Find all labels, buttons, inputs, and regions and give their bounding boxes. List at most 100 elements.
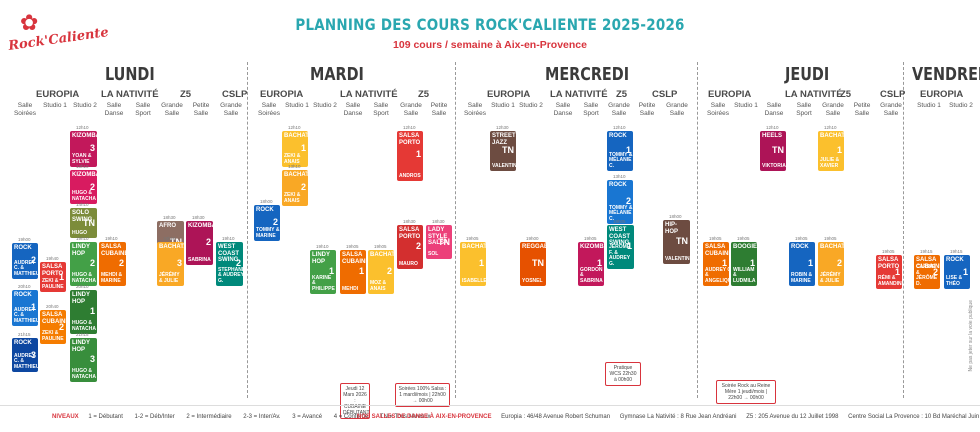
course-teacher: AUDREY C. & MATTHIEU [14, 352, 38, 370]
course-card[interactable]: BACHATA 1 ISABELLE [460, 242, 486, 286]
course-level: 2 [836, 257, 842, 268]
room-label: Studio 2 [73, 102, 97, 109]
course-name: WEST COAST SWING [609, 227, 630, 246]
room-label: Petite Salle [430, 102, 448, 117]
venue-cslp: CSLP [222, 89, 248, 100]
course-time: 18h00 [260, 199, 273, 204]
course-time: 19h15 [950, 249, 963, 254]
course-card[interactable]: STREET JAZZ TN VALENTIN [490, 131, 516, 171]
course-level: 2 [89, 181, 95, 192]
course-card[interactable]: BACHATA 2 MOZ & ANAIS [368, 250, 394, 294]
course-card[interactable]: ROCK 2 AUDREY C. & MATTHIEU [12, 243, 38, 279]
course-card[interactable]: SALSA PORTO 2 MAURO [397, 225, 423, 269]
venue-nativite: LA NATIVITÉ [101, 89, 159, 100]
day-jeudi: JEUDI [785, 64, 830, 85]
course-level: 1 [89, 305, 95, 316]
course-teacher: HUGO [72, 229, 87, 236]
course-teacher: YOSNEL [522, 277, 543, 284]
course-card[interactable]: ROCK 3 AUDREY C. & MATTHIEU [12, 338, 38, 372]
course-name: ROCK [14, 292, 32, 298]
course-teacher: SOL [428, 250, 439, 257]
course-level: 1 [749, 257, 755, 268]
course-card[interactable]: BACHATA 2 JÉRÉMY & JULIE [818, 242, 844, 286]
course-card[interactable]: SALSA CUBAINE2ZEKI & PAULINE [40, 310, 66, 344]
course-card[interactable]: ROCK 1 AUDREY C. & MATTHIEU [12, 290, 38, 326]
course-level: 2 [272, 217, 278, 228]
course-name: ROCK [609, 182, 627, 188]
course-card[interactable]: SOLO SWING TN HUGO [70, 208, 97, 238]
course-card[interactable]: WEST COAST SWING 2 STEPHANE & AUDREY G. [216, 242, 243, 286]
course-time: 21h15 [18, 332, 31, 337]
course-card[interactable]: KIZOMBA 2 SABRINA [186, 221, 213, 265]
course-card[interactable]: ROCK 1 LISE & THÉO [944, 255, 970, 289]
course-card[interactable]: WEST COAST SWING 1 JÉRÔME F. & AUDREY G. [607, 225, 634, 269]
course-time: 19h05 [374, 244, 387, 249]
course-card[interactable]: ROCK 2 TOMMY & MARINE [254, 205, 280, 241]
room-label: Studio 1 [491, 102, 515, 109]
day-vendredi: VENDREDI [912, 64, 980, 85]
venue-cslp: CSLP [880, 89, 906, 100]
course-card[interactable]: LINDY HOP 3 HUGO & NATACHA [70, 338, 97, 382]
room-label: Studio 2 [949, 102, 973, 109]
course-card[interactable]: SALSA CUBAINE1 MEHDI [340, 250, 366, 294]
room-label: Salle Danse [104, 102, 124, 117]
course-time: 19h05 [584, 236, 597, 241]
footer-legend: NIVEAUX 1 = Débutant 1-2 = Déb/Inter 2 =… [0, 405, 980, 432]
course-name: BACHATA [370, 252, 394, 258]
venue-europia: EUROPIA [260, 89, 304, 100]
course-card[interactable]: ROCK 2 TOMMY & MÉLANIE C. [607, 180, 633, 224]
course-level: 2 [235, 257, 241, 268]
course-time: 19h15 [920, 249, 933, 254]
course-card[interactable]: SALSA PORTO 1 ZEKI & PAULINE [40, 262, 66, 292]
course-teacher: HUGO & NATACHA [72, 320, 96, 332]
course-level: 2 [118, 257, 124, 268]
course-card[interactable]: SALSA PORTO 1 ANDROS [397, 131, 423, 181]
course-card[interactable]: HEELS TN VIKTORIA [760, 131, 786, 171]
course-card[interactable]: HIP-HOP TN VALENTIN [663, 220, 690, 264]
course-level: 2 [30, 255, 36, 266]
course-name: SALSA CUBAINE [916, 257, 940, 270]
course-card[interactable]: ROCK 1 ROBIN & MARINE [789, 242, 815, 286]
course-time: 19h40 [46, 256, 59, 261]
room-label: Salle Sport [796, 102, 812, 117]
brand-logo[interactable]: ✿ Rock'Caliente [7, 12, 109, 58]
course-time: 19h00 [18, 237, 31, 242]
course-card[interactable]: BOOGIE 1 WILLIAM & LUDMILA [731, 242, 757, 286]
course-card[interactable]: ROCK 1 TOMMY & MÉLANIE C. [607, 131, 633, 171]
course-card[interactable]: LINDY HOP 1 KARINE & PHILIPPE [310, 250, 336, 294]
course-card[interactable]: LINDY HOP 1 HUGO & NATACHA [70, 290, 97, 334]
room-label: Grande Salle [880, 102, 902, 117]
course-level: 1 [358, 265, 364, 276]
level-item: 2 = Intermédiaire [186, 414, 232, 420]
course-teacher: MEHDI [342, 285, 359, 292]
venue-nativite: LA NATIVITÉ [340, 89, 398, 100]
room-label: Grande Salle [400, 102, 422, 117]
course-card[interactable]: REGGAETON TN YOSNEL [520, 242, 546, 286]
course-level: 2 [89, 257, 95, 268]
course-card[interactable]: LINDY HOP 2 HUGO & NATACHA [70, 242, 97, 286]
room-label: Studio 1 [917, 102, 941, 109]
course-card[interactable]: SALSA CUBAINE1AUDREY C. & ANGELIQUE [703, 242, 729, 286]
course-level: 1 [721, 257, 727, 268]
course-level: 1 [415, 149, 421, 159]
course-card[interactable]: SALSA CUBAINE2CARINE & JÉRÔME D. [914, 255, 940, 289]
course-card[interactable]: BACHATA 3 JÉRÉMY & JULIE [157, 242, 184, 286]
course-card[interactable]: LADY STYLE SALSA TN SOL [426, 225, 452, 259]
venue-z5: Z5 [180, 89, 192, 100]
course-card[interactable]: SALSA CUBAINE 2 MEHDI & MARINE [99, 242, 126, 286]
venue-europia: EUROPIA [920, 89, 964, 100]
course-time: 19h10 [222, 236, 235, 241]
course-card[interactable]: BACHATA 1 JULIE & XAVIER [818, 131, 844, 171]
course-teacher: HUGO & NATACHA [72, 272, 96, 284]
course-teacher: HUGO & NATACHA [72, 190, 96, 202]
course-time: 12h10 [403, 125, 416, 130]
room-label: Petite Salle [853, 102, 871, 117]
page-title: PLANNING DES COURS ROCK'CALIENTE 2025-20… [295, 15, 685, 34]
course-name: WEST COAST SWING [218, 244, 239, 263]
